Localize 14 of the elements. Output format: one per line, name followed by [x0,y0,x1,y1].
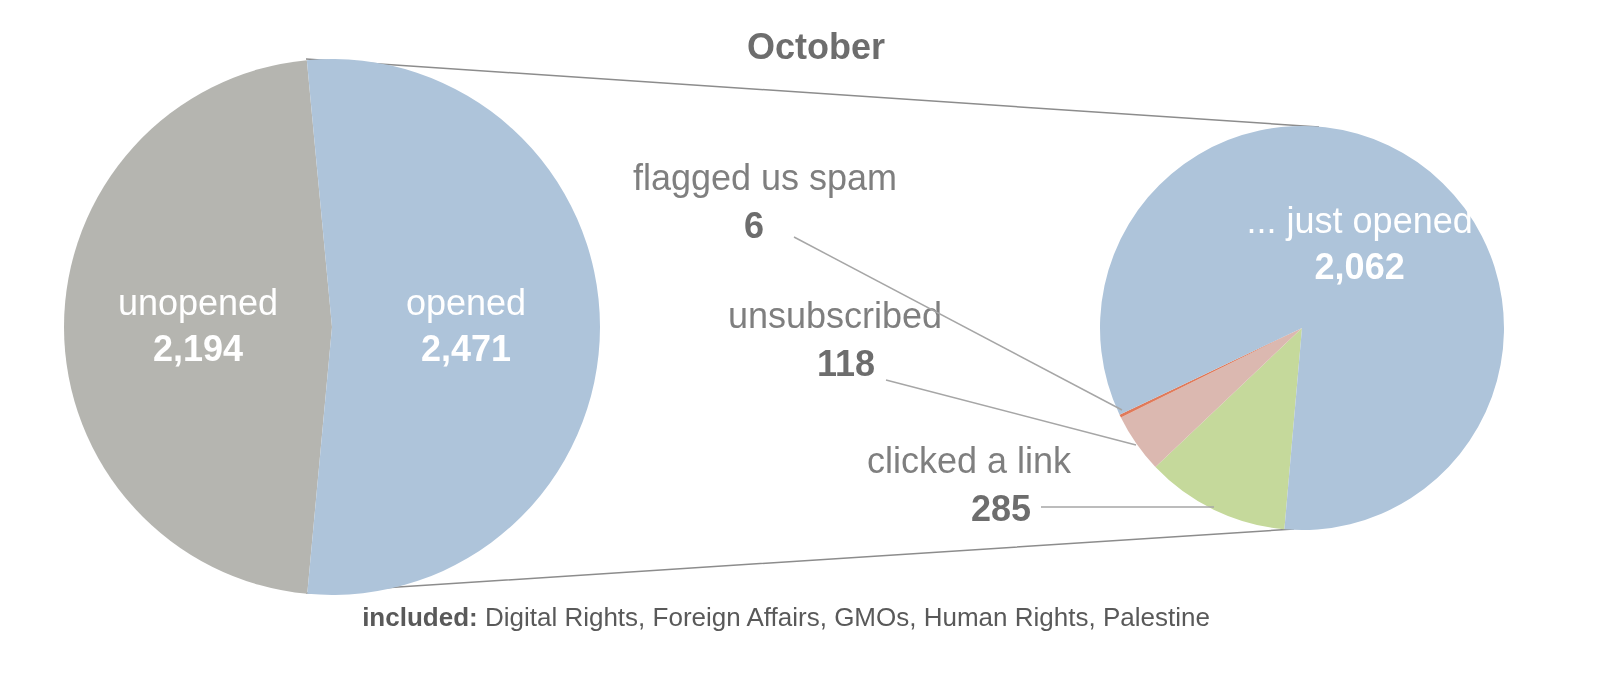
slice-label: ... just opened [1246,199,1473,241]
data-label: 6 [743,204,765,246]
slice-label: clicked a link [866,439,1073,481]
data-label: 2,471 [420,327,512,369]
data-label: 118 [816,342,876,384]
slice-label: unopened [117,282,279,324]
data-label: 2,062 [1314,245,1405,287]
data-label: 285 [970,487,1032,529]
slice-label: flagged us spam [632,156,898,198]
slice-label: unsubscribed [727,294,943,336]
slice-label: opened [405,281,527,323]
data-label: 2,194 [152,328,244,370]
text: included: Digital Rights, Foreign Affairs, GMOs, Human Rights, Palestine [361,602,1211,633]
text: October [746,26,886,68]
